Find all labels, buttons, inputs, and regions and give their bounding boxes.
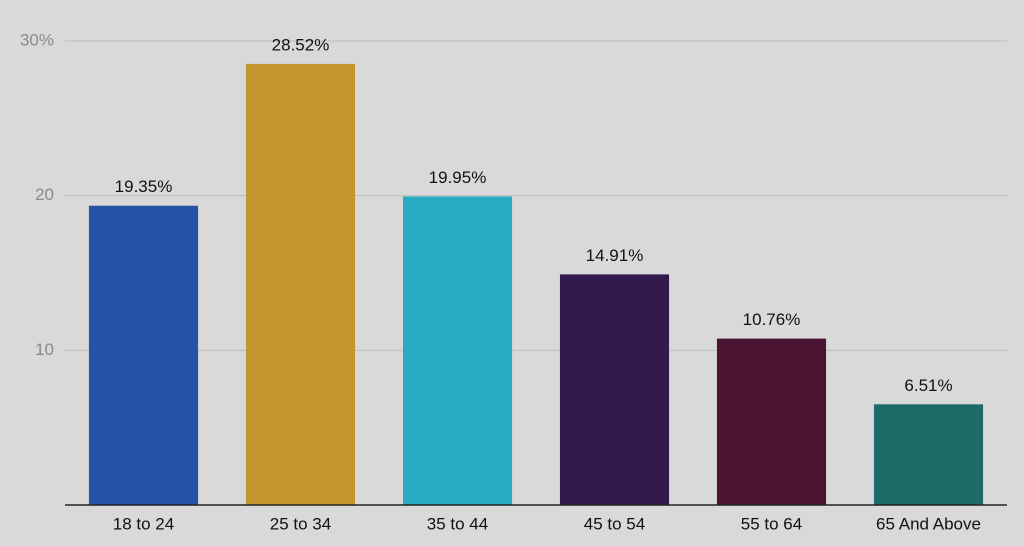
y-tick-label: 30%: [20, 30, 54, 49]
bar: [402, 196, 513, 505]
x-tick-label: 25 to 34: [270, 514, 331, 533]
y-tick-label: 10: [35, 340, 54, 359]
value-label: 28.52%: [272, 35, 330, 54]
x-tick-label: 35 to 44: [427, 514, 488, 533]
value-label: 14.91%: [586, 246, 644, 265]
x-tick-label: 45 to 54: [584, 514, 645, 533]
bar: [245, 63, 356, 506]
bar: [716, 338, 827, 505]
bar: [559, 274, 670, 505]
y-tick-label: 20: [35, 185, 54, 204]
value-label: 19.35%: [115, 177, 173, 196]
x-tick-label: 55 to 64: [741, 514, 802, 533]
x-tick-label: 18 to 24: [113, 514, 174, 533]
value-label: 6.51%: [904, 376, 952, 395]
bar: [88, 205, 199, 505]
bar: [873, 404, 984, 505]
x-tick-label: 65 And Above: [876, 514, 981, 533]
value-label: 19.95%: [429, 168, 487, 187]
value-label: 10.76%: [743, 310, 801, 329]
